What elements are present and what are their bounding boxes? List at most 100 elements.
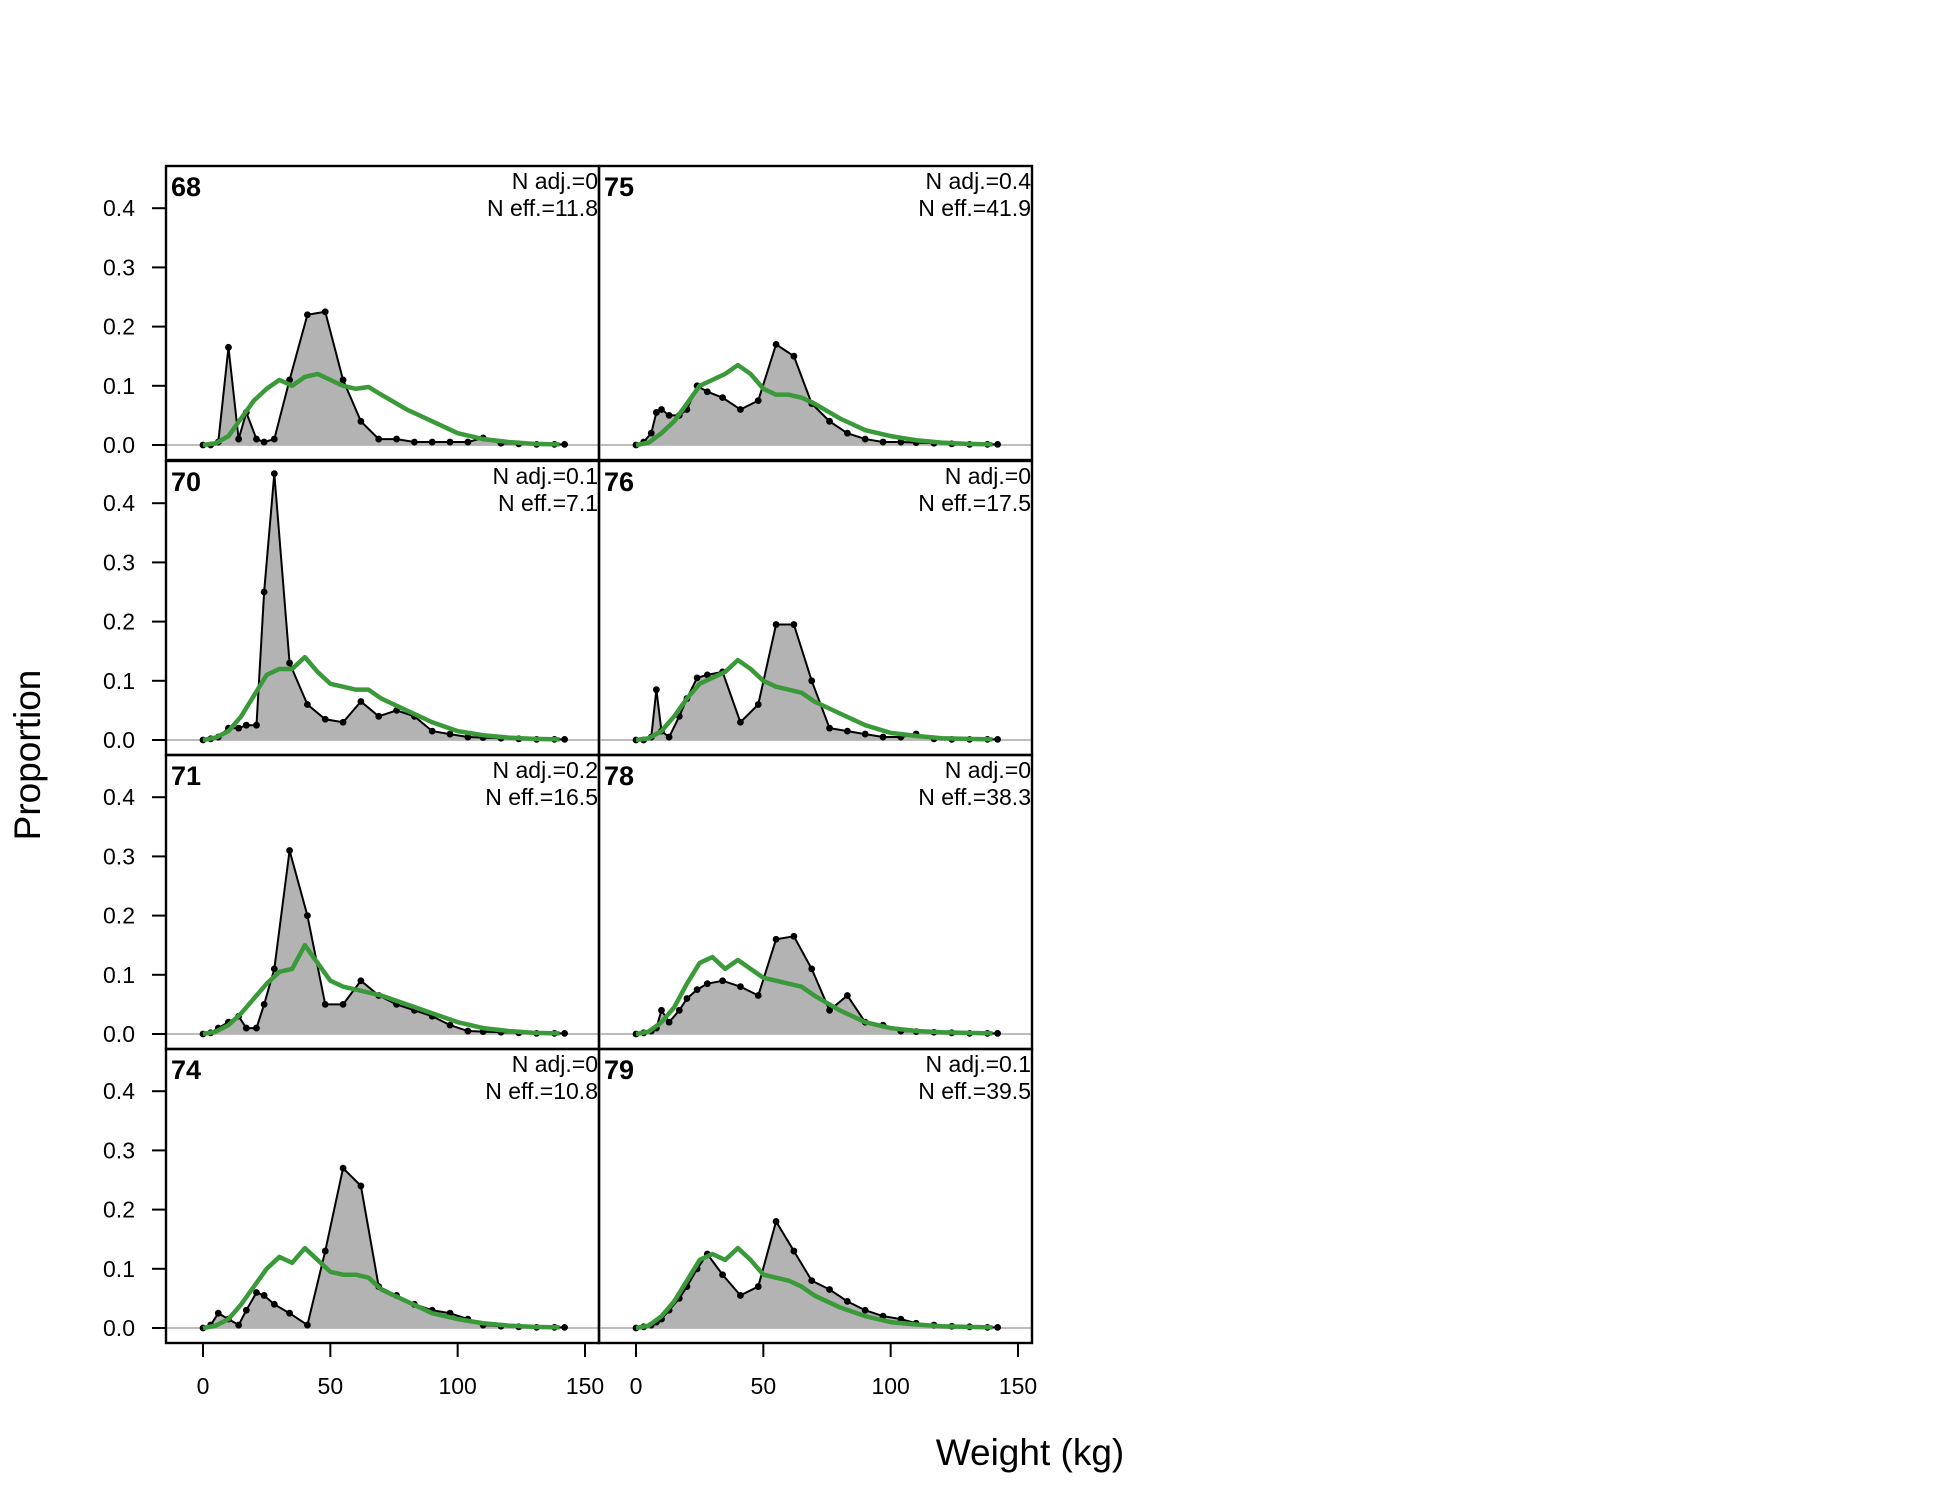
observed-point	[464, 438, 472, 446]
observed-point	[270, 1300, 278, 1308]
observed-point	[357, 1182, 365, 1190]
observed-point	[242, 1306, 250, 1314]
observed-point	[808, 1277, 816, 1285]
observed-point	[375, 712, 383, 720]
observed-point	[826, 724, 833, 732]
expected-line	[635, 657, 993, 743]
n-adj-label: N adj.=0.4	[926, 168, 1032, 194]
observed-point	[286, 1309, 293, 1317]
x-tick-label: 0	[197, 1373, 210, 1399]
panel-grid: 68 N adj.=0N eff.=11.80.00.10.20.30.475 N …	[103, 164, 1037, 1399]
y-tick-label: 0.4	[103, 195, 135, 221]
expected-line	[635, 954, 993, 1037]
x-tick-label: 50	[318, 1373, 344, 1399]
panel-label: 75	[604, 172, 634, 202]
n-eff-label: N eff.=17.5	[918, 490, 1031, 516]
observed-point	[339, 1001, 347, 1008]
y-tick-label: 0.0	[103, 1315, 135, 1341]
observed-point	[647, 429, 655, 437]
observed-point	[321, 308, 329, 316]
observed-point	[225, 343, 232, 351]
observed-point	[393, 435, 400, 443]
observed-area	[636, 936, 998, 1034]
observed-line	[203, 310, 565, 446]
observed-point	[790, 352, 798, 360]
y-tick-label: 0.0	[103, 727, 135, 753]
observed-point	[754, 992, 762, 999]
n-eff-label: N eff.=39.5	[918, 1078, 1031, 1104]
expected-line	[635, 362, 993, 448]
panel-75: 75 N adj.=0.4N eff.=41.9	[597, 164, 1034, 462]
observed-point	[286, 847, 293, 854]
observed-point	[446, 438, 454, 446]
observed-point	[339, 376, 347, 384]
observed-point	[719, 1271, 726, 1279]
observed-point	[737, 718, 744, 726]
observed-point	[357, 698, 365, 705]
observed-point	[843, 727, 851, 735]
y-axis-label: Proportion	[7, 670, 48, 841]
y-tick-label: 0.1	[103, 962, 135, 988]
observed-point	[321, 1247, 329, 1255]
observed-point	[843, 992, 851, 999]
observed-point	[357, 417, 365, 425]
observed-point	[683, 995, 691, 1002]
n-eff-label: N eff.=11.8	[487, 195, 598, 221]
observed-point	[561, 441, 569, 448]
observed-point	[703, 671, 711, 679]
observed-point	[339, 718, 347, 726]
n-eff-label: N eff.=16.5	[485, 784, 598, 810]
observed-point	[652, 409, 660, 416]
observed-point	[321, 1001, 329, 1008]
observed-point	[772, 935, 780, 943]
panel-label: 74	[171, 1055, 201, 1085]
n-adj-label: N adj.=0	[512, 168, 598, 194]
y-tick-label: 0.2	[103, 1197, 135, 1223]
observed-point	[286, 659, 293, 667]
observed-point	[737, 983, 744, 991]
observed-point	[665, 733, 673, 741]
observed-point	[808, 677, 816, 685]
n-eff-label: N eff.=41.9	[918, 195, 1031, 221]
observed-point	[808, 965, 816, 973]
observed-point	[994, 1030, 1002, 1037]
panel-74: 74 N adj.=0N eff.=10.8 0.0 0.1 0.2 0.3 0.4 0 50 1…	[103, 1047, 604, 1399]
observed-area	[636, 344, 998, 445]
observed-point	[772, 1218, 780, 1225]
expected-line	[202, 371, 560, 448]
observed-point	[253, 721, 260, 729]
x-tick-label: 100	[871, 1373, 909, 1399]
observed-point	[304, 311, 311, 319]
observed-point	[737, 1292, 744, 1299]
n-eff-label: N eff.=38.3	[918, 784, 1031, 810]
observed-point	[270, 470, 278, 477]
panel-70: 70 N adj.=0.1N eff.=7.1 0.0 0.1 0.2 0.3 0.4	[103, 459, 601, 757]
observed-point	[428, 438, 436, 446]
observed-point	[665, 412, 673, 419]
observed-point	[304, 912, 311, 919]
n-adj-label: N adj.=0.1	[926, 1051, 1032, 1077]
observed-point	[428, 727, 436, 735]
observed-point	[658, 406, 665, 413]
observed-point	[260, 588, 268, 596]
observed-point	[464, 1027, 472, 1035]
x-tick-label: 150	[999, 1373, 1037, 1399]
observed-point	[754, 1283, 762, 1290]
observed-point	[375, 435, 383, 443]
observed-point	[897, 438, 905, 446]
panel-label: 68	[171, 172, 201, 202]
observed-point	[270, 435, 278, 443]
observed-point	[994, 736, 1002, 743]
panel-label: 76	[604, 467, 634, 497]
observed-point	[994, 441, 1002, 448]
observed-point	[304, 701, 311, 708]
observed-point	[242, 721, 250, 729]
y-tick-label: 0.1	[103, 1256, 135, 1282]
observed-point	[790, 1247, 798, 1255]
x-axis-label: Weight (kg)	[936, 1432, 1125, 1473]
n-eff-label: N eff.=7.1	[498, 490, 598, 516]
observed-point	[861, 435, 869, 443]
observed-point	[253, 435, 260, 443]
observed-point	[321, 715, 329, 723]
observed-point	[879, 438, 887, 446]
